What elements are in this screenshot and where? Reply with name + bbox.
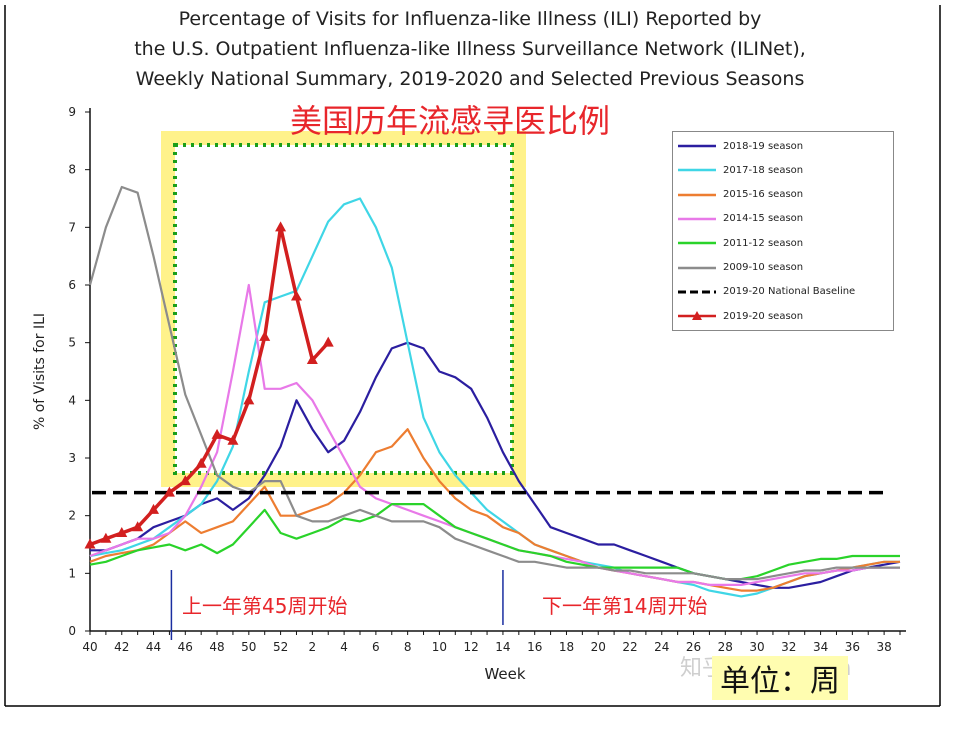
legend-label: 2017-18 season	[723, 164, 804, 176]
series-line-2017-18-season	[89, 197, 900, 598]
x-tick-label: 30	[749, 640, 764, 654]
series-point-2019-20-season	[84, 538, 96, 549]
legend-swatch	[678, 241, 716, 245]
series-point-2019-20-season	[195, 457, 207, 468]
x-tick-label: 44	[146, 640, 161, 654]
legend-item: 2018-19 season	[677, 136, 803, 156]
series-point-2019-20-season	[100, 532, 112, 543]
series-point-2019-20-season	[306, 353, 318, 364]
x-tick-label: 52	[273, 640, 288, 654]
x-tick-label: 32	[781, 640, 796, 654]
legend-swatch	[678, 193, 716, 196]
x-tick-label: 10	[432, 640, 447, 654]
legend-swatch	[678, 144, 716, 148]
x-tick-label: 12	[464, 640, 479, 654]
legend-item: 2009-10 season	[677, 258, 803, 278]
chart-title-line-3: Weekly National Summary, 2019-2020 and S…	[135, 68, 805, 90]
legend-label: 2009-10 season	[723, 262, 804, 273]
chart-legend: 2018-19 season 2017-18 season 2015-16 seas…	[672, 131, 894, 331]
y-tick-label: 2	[68, 509, 76, 523]
x-tick-label: 8	[404, 640, 412, 654]
y-tick-label: 0	[68, 624, 76, 638]
x-tick-label: 40	[82, 640, 97, 654]
series-point-2019-20-season	[211, 428, 223, 439]
series-line-2015-16-season	[89, 428, 900, 592]
x-tick-label: 22	[622, 640, 637, 654]
legend-swatch	[678, 311, 716, 321]
series-point-2019-20-season	[132, 521, 144, 532]
series-point-2019-20-season	[290, 290, 302, 301]
series-point-2019-20-season	[259, 330, 271, 341]
x-tick-label: 18	[559, 640, 574, 654]
legend-item: 2019-20 National Baseline	[677, 282, 855, 302]
x-tick-label: 6	[372, 640, 380, 654]
legend-label: 2011-12 season	[723, 237, 804, 249]
series-line-2011-12-season	[89, 503, 900, 581]
legend-swatch	[678, 266, 716, 269]
legend-item: 2011-12 season	[677, 233, 803, 253]
unit-label: 单位：周	[712, 656, 848, 700]
legend-item: 2019-20 season	[677, 306, 803, 326]
y-tick-label: 4	[68, 393, 76, 407]
series-point-2019-20-season	[227, 434, 239, 445]
series-point-2019-20-season	[179, 475, 191, 486]
highlight-glow	[161, 131, 526, 487]
legend-label: 2019-20 National Baseline	[723, 286, 856, 298]
annotation-end-week: 下一年第14周开始	[542, 594, 708, 618]
chart-title-line-2: the U.S. Outpatient Influenza-like Illne…	[134, 38, 806, 60]
series-point-2019-20-season	[148, 503, 160, 514]
x-tick-label: 26	[686, 640, 701, 654]
legend-swatch	[678, 217, 716, 221]
series-point-2019-20-season	[243, 394, 255, 405]
x-tick-label: 48	[209, 640, 224, 654]
x-tick-label: 38	[876, 640, 891, 654]
series-line-2018-19-season	[90, 341, 901, 589]
series-point-2019-20-season	[163, 486, 175, 497]
legend-item: 2014-15 season	[677, 209, 803, 229]
y-tick-label: 7	[68, 220, 76, 234]
annotation-start-week: 上一年第45周开始	[182, 594, 348, 618]
chart-title-line-1: Percentage of Visits for Influenza-like …	[178, 8, 762, 30]
series-point-2019-20-season	[275, 221, 287, 232]
x-tick-label: 50	[241, 640, 256, 654]
y-tick-label: 1	[68, 566, 76, 580]
x-tick-label: 16	[527, 640, 542, 654]
x-tick-label: 34	[813, 640, 828, 654]
legend-label: 2018-19 season	[723, 140, 804, 152]
legend-item: 2015-16 season	[677, 185, 803, 205]
x-tick-label: 14	[495, 640, 510, 654]
legend-label: 2019-20 season	[723, 310, 804, 322]
y-tick-label: 3	[68, 451, 76, 465]
series-point-2019-20-season	[116, 526, 128, 537]
x-tick-label: 20	[591, 640, 606, 654]
x-tick-label: 42	[114, 640, 129, 654]
legend-swatch	[678, 290, 716, 294]
x-tick-label: 28	[718, 640, 733, 654]
x-tick-label: 24	[654, 640, 669, 654]
legend-item: 2017-18 season	[677, 160, 803, 180]
x-tick-label: 36	[845, 640, 860, 654]
x-tick-label: 2	[309, 640, 317, 654]
x-tick-label: 4	[340, 640, 348, 654]
overlay-title: 美国历年流感寻医比例	[290, 102, 611, 140]
y-tick-label: 5	[68, 336, 76, 350]
legend-label: 2015-16 season	[723, 189, 804, 201]
y-tick-label: 6	[68, 278, 76, 292]
legend-label: 2014-15 season	[723, 213, 804, 225]
series-point-2019-20-season	[322, 336, 334, 347]
x-axis-label: Week	[484, 665, 525, 683]
legend-swatch	[678, 169, 716, 172]
series-line-2019-20-season	[89, 225, 330, 547]
series-line-2009-10-season	[88, 185, 900, 581]
highlight-dotted-box	[173, 143, 514, 475]
y-tick-label: 8	[68, 163, 76, 177]
y-tick-label: 9	[68, 105, 76, 119]
x-tick-label: 46	[178, 640, 193, 654]
y-axis-label: % of Visits for ILI	[32, 313, 48, 430]
